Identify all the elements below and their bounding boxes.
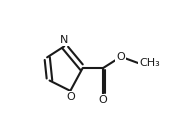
Text: O: O: [98, 95, 107, 105]
Text: O: O: [66, 92, 75, 102]
Text: N: N: [60, 35, 68, 45]
Text: CH₃: CH₃: [139, 58, 160, 68]
Text: O: O: [117, 52, 125, 62]
